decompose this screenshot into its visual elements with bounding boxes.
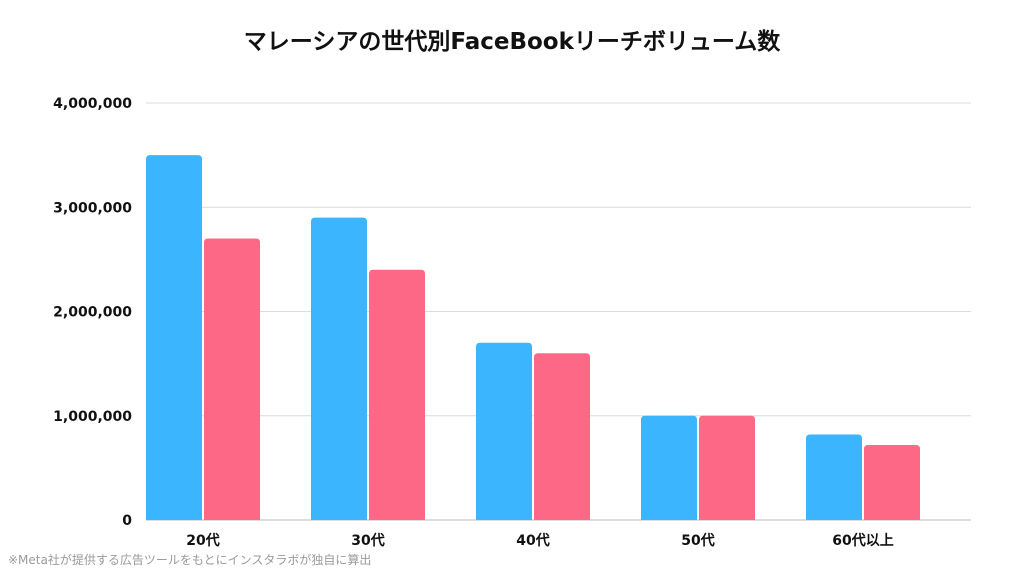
bar-series-2-5: [864, 444, 920, 520]
y-tick-label: 3,000,000: [53, 200, 132, 216]
x-tick-label: 20代: [186, 532, 219, 549]
bar-series-1-4: [641, 415, 697, 520]
bar-series-1-2: [311, 217, 367, 521]
y-tick-label: 0: [122, 513, 132, 529]
y-tick-label: 2,000,000: [53, 305, 132, 321]
x-tick-label: 50代: [681, 532, 714, 549]
y-tick-label: 4,000,000: [53, 96, 132, 112]
x-tick-label: 40代: [516, 532, 549, 549]
bars: [146, 155, 920, 521]
bar-series-2-2: [369, 269, 425, 520]
footnote: ※Meta社が提供する広告ツールをもとにインスタラボが独自に算出: [8, 553, 372, 567]
bar-series-2-4: [699, 415, 755, 520]
y-axis-ticks: 0 1,000,000 2,000,000 3,000,000 4,000,000: [53, 96, 132, 529]
bar-series-1-5: [806, 434, 862, 520]
chart-title: マレーシアの世代別FaceBookリーチボリューム数: [243, 29, 781, 55]
bar-series-2-3: [534, 353, 590, 520]
bar-series-1-1: [146, 155, 202, 520]
x-tick-label: 30代: [351, 532, 384, 549]
y-tick-label: 1,000,000: [53, 409, 132, 425]
bar-series-2-1: [204, 238, 260, 520]
x-tick-label: 60代以上: [832, 532, 893, 549]
bar-series-1-3: [476, 342, 532, 520]
x-axis-ticks: 20代 30代 40代 50代 60代以上: [186, 532, 893, 549]
